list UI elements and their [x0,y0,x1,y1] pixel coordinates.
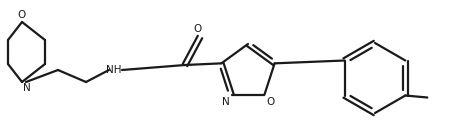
Text: O: O [17,10,25,20]
Text: N: N [23,83,31,93]
Text: O: O [193,24,201,34]
Text: O: O [266,97,275,107]
Text: N: N [222,97,229,107]
Text: NH: NH [106,65,122,75]
